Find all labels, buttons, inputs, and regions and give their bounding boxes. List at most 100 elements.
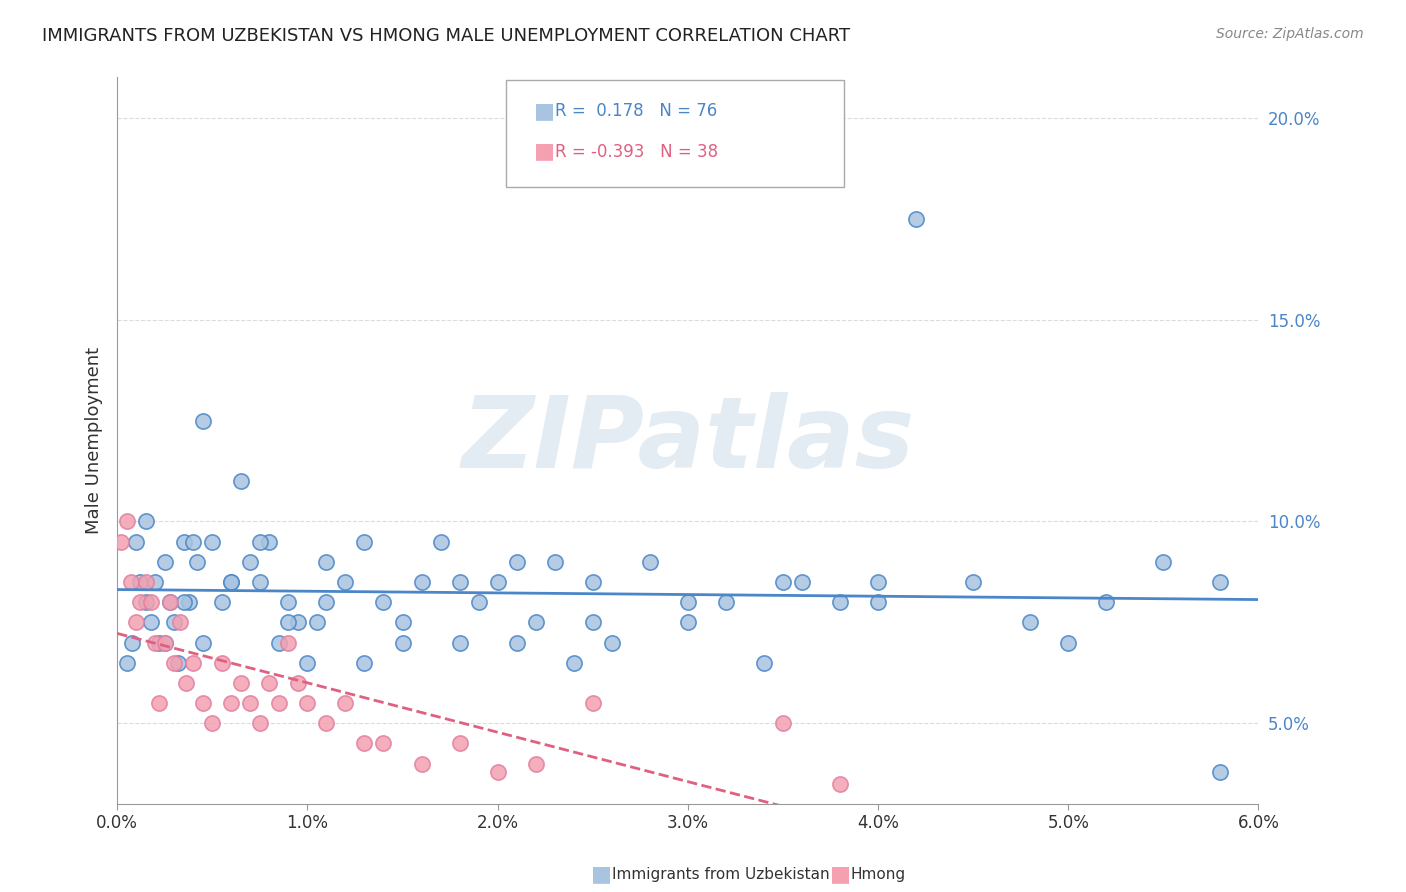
Point (173, 595, 195, 609)
Point (120, 574, 142, 589)
Text: ■: ■ (534, 142, 555, 161)
Point (221, 696, 243, 710)
Point (287, 676, 309, 690)
Point (582, 574, 605, 589)
Point (373, 736, 395, 750)
Point (676, 595, 699, 609)
Point (1095, 595, 1118, 609)
Point (163, 615, 186, 630)
Point (181, 656, 204, 670)
Point (115, 656, 138, 670)
Point (449, 635, 471, 649)
Point (143, 574, 166, 589)
Y-axis label: Male Unemployment: Male Unemployment (86, 347, 103, 534)
Point (135, 595, 157, 609)
Point (181, 534, 204, 549)
Point (868, 574, 890, 589)
Point (790, 574, 813, 589)
Point (191, 635, 214, 649)
Point (297, 696, 319, 710)
Point (249, 534, 271, 549)
Text: ZIPatlas: ZIPatlas (461, 392, 914, 489)
Text: Source: ZipAtlas.com: Source: ZipAtlas.com (1216, 27, 1364, 41)
Text: Immigrants from Uzbekistan: Immigrants from Uzbekistan (612, 867, 830, 881)
Point (467, 595, 489, 609)
Point (714, 595, 737, 609)
Point (868, 595, 890, 609)
Point (148, 696, 170, 710)
Point (297, 656, 319, 670)
Point (335, 696, 357, 710)
Point (562, 656, 585, 670)
Point (524, 615, 547, 630)
Point (391, 635, 413, 649)
Point (201, 716, 224, 731)
Point (153, 635, 176, 649)
Point (353, 534, 375, 549)
Point (1019, 615, 1042, 630)
Point (191, 413, 214, 427)
Point (962, 574, 984, 589)
Point (249, 716, 271, 731)
Point (1152, 555, 1174, 569)
Point (287, 615, 309, 630)
Point (148, 635, 170, 649)
Point (411, 756, 433, 771)
Point (315, 555, 337, 569)
Point (153, 555, 176, 569)
Point (524, 756, 547, 771)
Point (259, 676, 281, 690)
Point (143, 635, 166, 649)
Point (267, 696, 290, 710)
Point (411, 574, 433, 589)
Point (141, 615, 163, 630)
Point (159, 595, 181, 609)
Text: R =  0.178   N = 76: R = 0.178 N = 76 (555, 103, 717, 120)
Point (315, 716, 337, 731)
Point (110, 534, 132, 549)
Point (638, 555, 661, 569)
Point (1209, 764, 1232, 779)
Point (772, 574, 794, 589)
Point (169, 615, 191, 630)
Point (191, 696, 214, 710)
Point (486, 574, 509, 589)
Point (174, 676, 197, 690)
Point (582, 696, 605, 710)
Text: ■: ■ (534, 102, 555, 121)
Point (163, 656, 186, 670)
Point (141, 595, 163, 609)
Point (752, 656, 775, 670)
Point (449, 736, 471, 750)
Point (159, 595, 181, 609)
Point (429, 534, 451, 549)
Point (505, 555, 527, 569)
Point (229, 474, 252, 488)
Point (772, 716, 794, 731)
Point (221, 574, 243, 589)
Point (905, 211, 928, 226)
Point (135, 574, 157, 589)
Point (1209, 574, 1232, 589)
Point (167, 656, 190, 670)
Point (186, 555, 208, 569)
Point (211, 656, 233, 670)
Point (1057, 635, 1080, 649)
Point (828, 595, 851, 609)
Point (277, 635, 299, 649)
Point (125, 534, 148, 549)
Point (828, 777, 851, 791)
Point (211, 595, 233, 609)
Point (121, 635, 143, 649)
Point (115, 515, 138, 529)
Point (249, 574, 271, 589)
Text: R = -0.393   N = 38: R = -0.393 N = 38 (555, 143, 718, 161)
Point (335, 574, 357, 589)
Point (505, 635, 527, 649)
Point (277, 615, 299, 630)
Text: Hmong: Hmong (851, 867, 905, 881)
Point (277, 595, 299, 609)
Point (676, 615, 699, 630)
Point (153, 635, 176, 649)
Point (600, 635, 623, 649)
